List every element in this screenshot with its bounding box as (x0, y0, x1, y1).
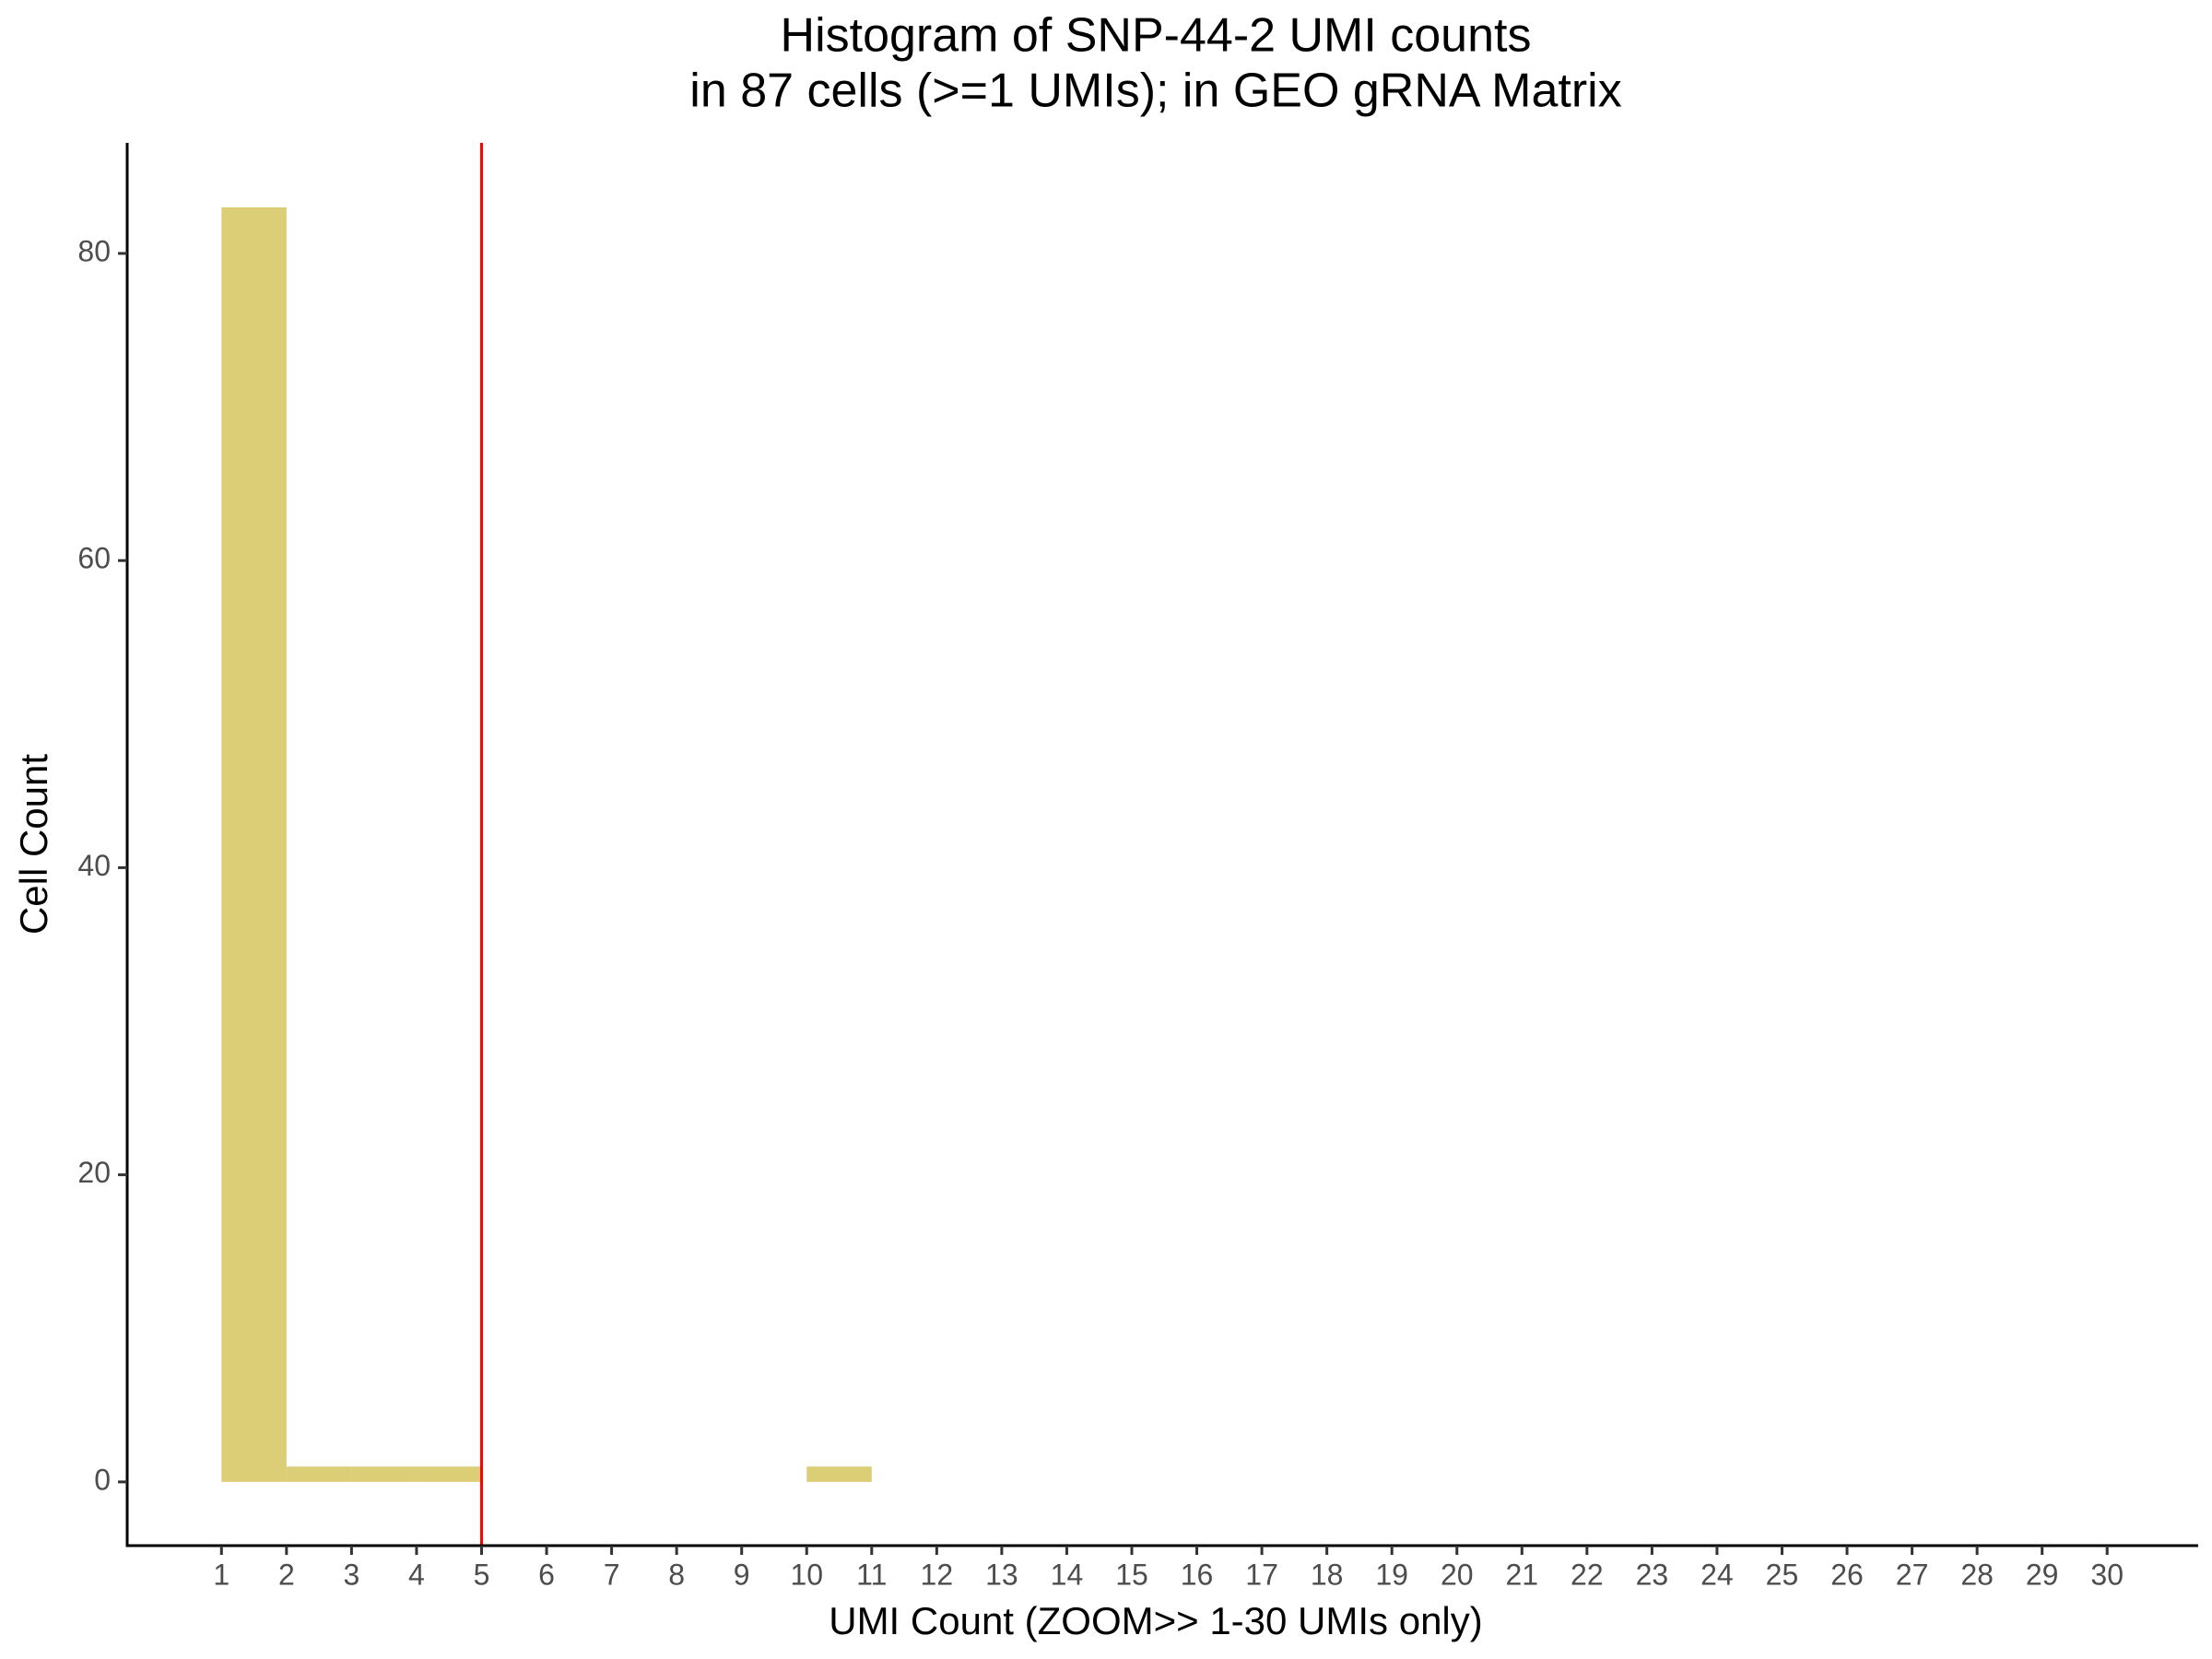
x-tick-label: 11 (856, 1558, 887, 1591)
x-axis-title: UMI Count (ZOOM>> 1-30 UMIs only) (829, 1599, 1483, 1642)
x-tick-label: 25 (1766, 1558, 1799, 1591)
x-tick-label: 13 (985, 1558, 1018, 1591)
x-tick-label: 1 (213, 1558, 229, 1591)
bar (351, 1466, 417, 1482)
bar (221, 206, 287, 1482)
x-tick-label: 16 (1181, 1558, 1214, 1591)
x-tick-label: 9 (734, 1558, 750, 1591)
bar (286, 1466, 352, 1482)
x-tick-label: 15 (1115, 1558, 1148, 1591)
chart-title: in 87 cells (>=1 UMIs); in GEO gRNA Matr… (689, 65, 1621, 118)
x-tick-label: 4 (408, 1558, 425, 1591)
x-tick-label: 12 (921, 1558, 954, 1591)
x-tick-label: 19 (1375, 1558, 1408, 1591)
y-tick-label: 40 (77, 849, 111, 882)
bar (416, 1466, 482, 1482)
x-tick-label: 26 (1830, 1558, 1864, 1591)
x-tick-label: 20 (1441, 1558, 1474, 1591)
bar (806, 1466, 872, 1482)
y-tick-label: 60 (77, 542, 111, 575)
x-tick-label: 27 (1896, 1558, 1929, 1591)
x-tick-label: 5 (474, 1558, 490, 1591)
y-axis-title: Cell Count (12, 754, 55, 935)
x-tick-label: 6 (538, 1558, 555, 1591)
chart-title: Histogram of SNP-44-2 UMI counts (781, 9, 1532, 63)
x-tick-label: 14 (1051, 1558, 1084, 1591)
x-tick-label: 23 (1636, 1558, 1669, 1591)
y-tick-label: 20 (77, 1156, 111, 1189)
y-tick-label: 80 (77, 234, 111, 267)
x-tick-label: 24 (1700, 1558, 1734, 1591)
x-tick-label: 7 (604, 1558, 620, 1591)
x-tick-label: 10 (790, 1558, 823, 1591)
x-tick-label: 8 (668, 1558, 685, 1591)
x-tick-label: 21 (1505, 1558, 1538, 1591)
x-tick-label: 3 (343, 1558, 359, 1591)
x-tick-label: 30 (2090, 1558, 2124, 1591)
x-tick-label: 28 (1960, 1558, 1994, 1591)
y-tick-label: 0 (94, 1463, 111, 1496)
x-tick-label: 22 (1571, 1558, 1604, 1591)
x-tick-label: 18 (1311, 1558, 1344, 1591)
x-tick-label: 29 (2026, 1558, 2059, 1591)
x-tick-label: 17 (1245, 1558, 1278, 1591)
x-tick-label: 2 (278, 1558, 295, 1591)
